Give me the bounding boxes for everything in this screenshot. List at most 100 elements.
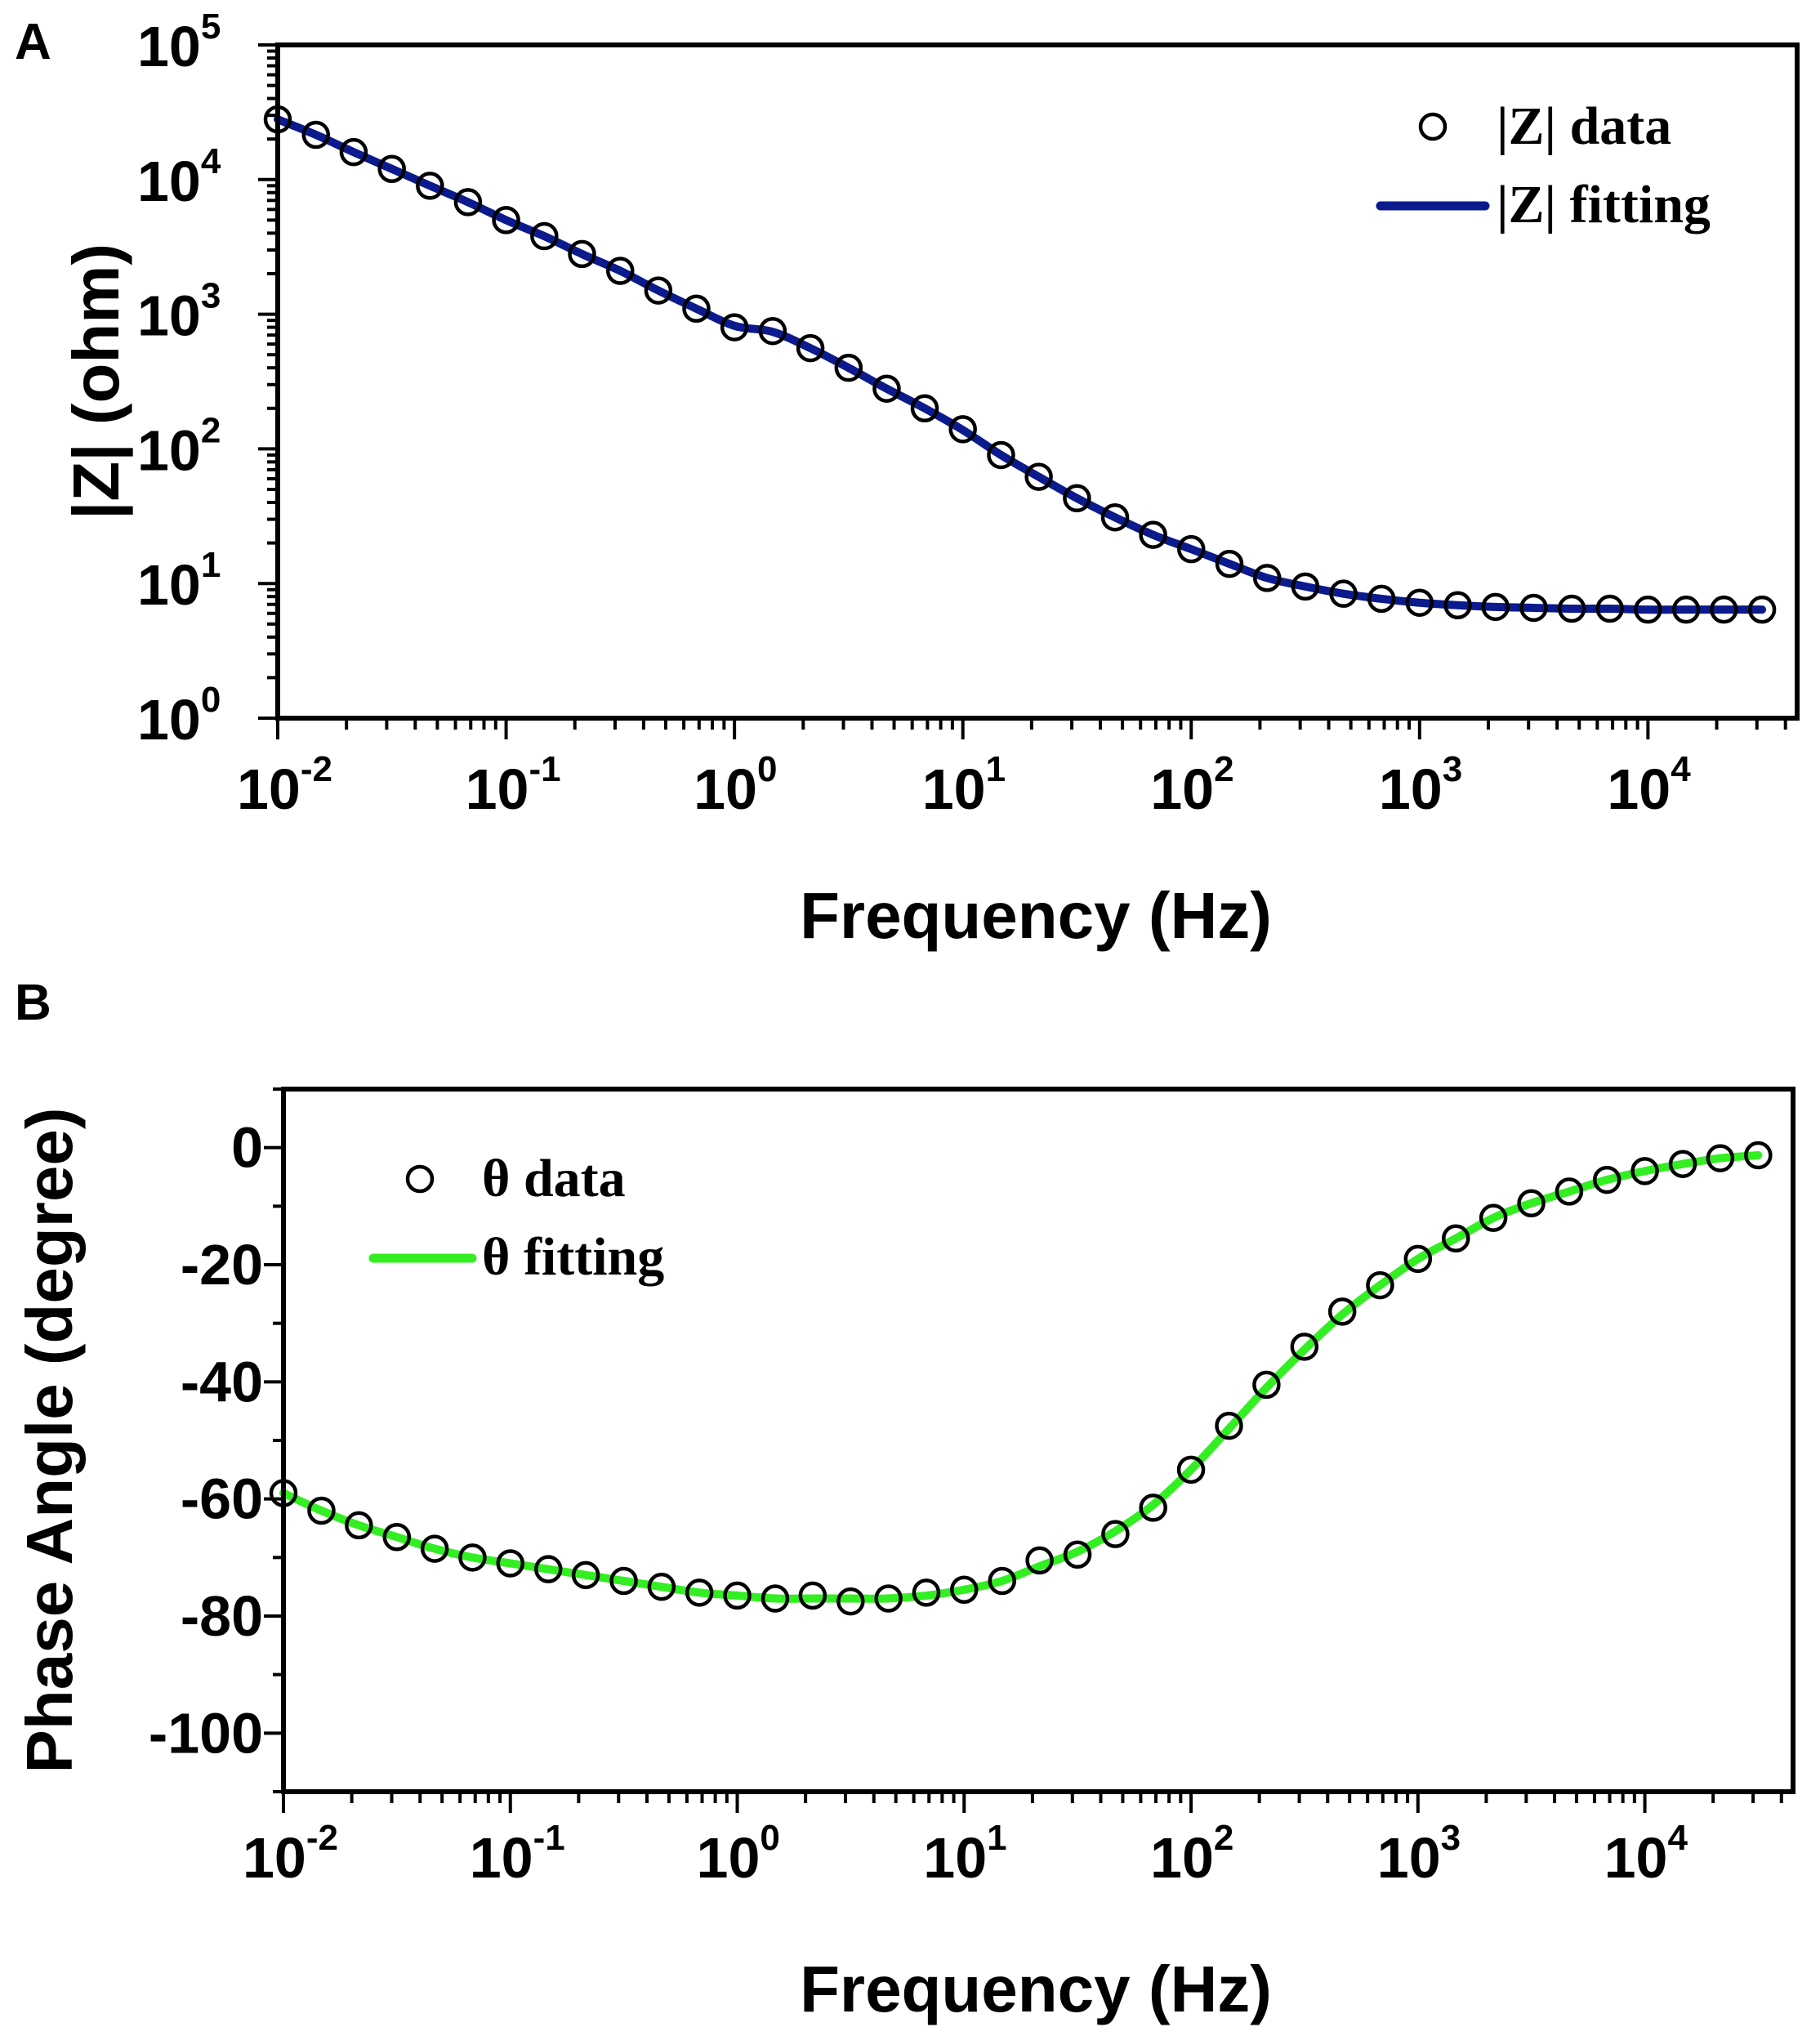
panel-b-data-point — [1555, 1177, 1584, 1206]
panel-b-fit-line — [279, 1150, 1763, 1603]
panel-a-data-point — [1024, 462, 1053, 491]
panel-a-data-point — [1557, 594, 1586, 623]
panel-a-legend-marker-icon — [1418, 112, 1448, 141]
panel-b-x-tick-label: 10-1 — [470, 1818, 565, 1890]
panel-a-data-point — [606, 257, 635, 285]
panel-a-data-point — [1100, 502, 1130, 532]
panel-a-plot-frame — [275, 42, 1800, 721]
panel-b-data-point — [1327, 1297, 1357, 1326]
panel-b-data-point — [1592, 1165, 1621, 1194]
panel-a-data-point — [1252, 564, 1282, 592]
panel-b-data-point — [723, 1581, 752, 1610]
panel-b-data-point — [345, 1511, 373, 1540]
panel-a-fit-line — [274, 115, 1767, 614]
panel-a-x-tick-label: 104 — [1607, 749, 1691, 821]
panel-a-data-point — [796, 333, 825, 363]
panel-b-data-point — [798, 1581, 827, 1610]
panel-b-x-tick-label: 101 — [923, 1818, 1006, 1890]
panel-b-data-point — [836, 1587, 865, 1616]
panel-a-data-point — [1063, 484, 1091, 513]
panel-b-plot-frame — [281, 1087, 1795, 1794]
panel-a-data-point — [1634, 595, 1662, 624]
panel-a-data-point — [1291, 572, 1320, 601]
panel-b-data-point — [874, 1584, 903, 1613]
panel-b-data-point — [1139, 1494, 1167, 1522]
panel-b-data-point — [1479, 1203, 1508, 1232]
panel-a-legend: |Z| data |Z| fitting — [1376, 96, 1711, 234]
panel-a-data-point — [1177, 534, 1206, 564]
panel-b-data-point — [1176, 1455, 1206, 1485]
panel-b-x-tick-label: 103 — [1377, 1818, 1461, 1890]
panel-b-data-point — [420, 1534, 449, 1563]
panel-a-y-tick-label: 100 — [137, 680, 221, 752]
panel-b-data-point — [307, 1496, 336, 1525]
panel-a-x-tick-label: 101 — [922, 749, 1006, 821]
panel-b-data-point — [609, 1566, 638, 1596]
panel-b-x-tick-label: 102 — [1150, 1818, 1233, 1890]
panel-b-data-point — [533, 1555, 563, 1583]
panel-a-data-point — [758, 316, 787, 346]
panel-b-y-tick-label: -20 — [181, 1233, 263, 1297]
panel-a-x-tick-label: 10-2 — [237, 749, 332, 821]
panel-a-y-tick-label: 105 — [137, 7, 221, 78]
panel-b-y-tick-label: -60 — [181, 1467, 263, 1531]
panel-a-x-axis-title: Frequency (Hz) — [800, 879, 1272, 952]
panel-a-data-point — [834, 353, 863, 382]
panel-b-data-point — [1517, 1189, 1546, 1217]
panel-b-data-point — [1403, 1244, 1433, 1274]
panel-a-x-tick-label: 103 — [1379, 749, 1462, 821]
panel-a-data-point — [1215, 549, 1244, 578]
panel-a-legend-data-label: |Z| data — [1497, 96, 1671, 156]
panel-b-x-tick-label: 100 — [697, 1818, 780, 1890]
panel-a-data-point — [987, 440, 1015, 470]
panel-a-data-point — [1481, 592, 1510, 622]
panel-b: B 10-2 10-1 100 101 102 103 104 0 -20 -40 -60 -80 -… — [13, 975, 1795, 2025]
panel-b-y-tick-label: 0 — [231, 1116, 263, 1180]
panel-a-data-point — [492, 206, 520, 234]
panel-b-data-point — [1706, 1144, 1735, 1172]
panel-a-y-axis-title: |Z| (ohm) — [60, 243, 133, 520]
panel-b-y-tick-label: -100 — [149, 1701, 263, 1765]
panel-b-data-point — [988, 1566, 1017, 1596]
panel-b-data-point — [1630, 1157, 1659, 1185]
panel-b-data-point — [1668, 1150, 1697, 1178]
panel-a-data-point — [910, 394, 939, 423]
panel-a-data-point — [568, 239, 596, 269]
panel-b-legend-data-label: θ data — [482, 1149, 626, 1208]
panel-a-data-point — [872, 374, 901, 403]
panel-a-y-tick-label: 104 — [137, 141, 221, 213]
panel-a-data-point — [1519, 593, 1548, 623]
panel-b-data-point — [1366, 1270, 1394, 1300]
panel-a-data-point — [377, 154, 406, 184]
panel-b-data-point — [761, 1584, 790, 1613]
panel-a-data-point — [1443, 591, 1472, 620]
panel-b-data-point — [458, 1543, 487, 1572]
panel-b-y-tick-label: -40 — [181, 1350, 263, 1413]
panel-b-data-point — [1063, 1540, 1092, 1569]
panel-b-data-point — [1101, 1520, 1130, 1548]
panel-a-data-point — [1595, 594, 1624, 623]
panel-b-data-point — [496, 1549, 525, 1578]
panel-b-y-tick-label: -80 — [181, 1584, 263, 1648]
panel-a-y-tick-label: 101 — [137, 545, 221, 617]
panel-b-legend-marker-icon — [405, 1164, 435, 1194]
panel-a-data-point — [720, 313, 749, 342]
panel-b-data-point — [1442, 1224, 1470, 1252]
panel-a-y-tick-label: 102 — [137, 410, 221, 482]
panel-a-data-point — [301, 120, 331, 150]
panel-b-data-point — [382, 1523, 412, 1552]
panel-b-legend-fit-label: θ fitting — [482, 1227, 664, 1287]
panel-a-data-point — [530, 221, 559, 251]
panel-a-x-tick-label: 10-1 — [466, 749, 561, 821]
panel-a-data-point — [453, 188, 483, 217]
panel-a-data-point — [1405, 588, 1434, 617]
panel-a-data-point — [1747, 595, 1777, 624]
panel-b-data-point — [571, 1560, 600, 1590]
panel-b-x-tick-label: 104 — [1604, 1818, 1688, 1890]
panel-b-data-point — [685, 1578, 714, 1607]
panel-a-data-point — [948, 415, 977, 444]
panel-b-letter: B — [15, 975, 51, 1031]
panel-a-data-point — [339, 137, 368, 167]
panel-a-y-tick-label: 103 — [137, 276, 221, 348]
